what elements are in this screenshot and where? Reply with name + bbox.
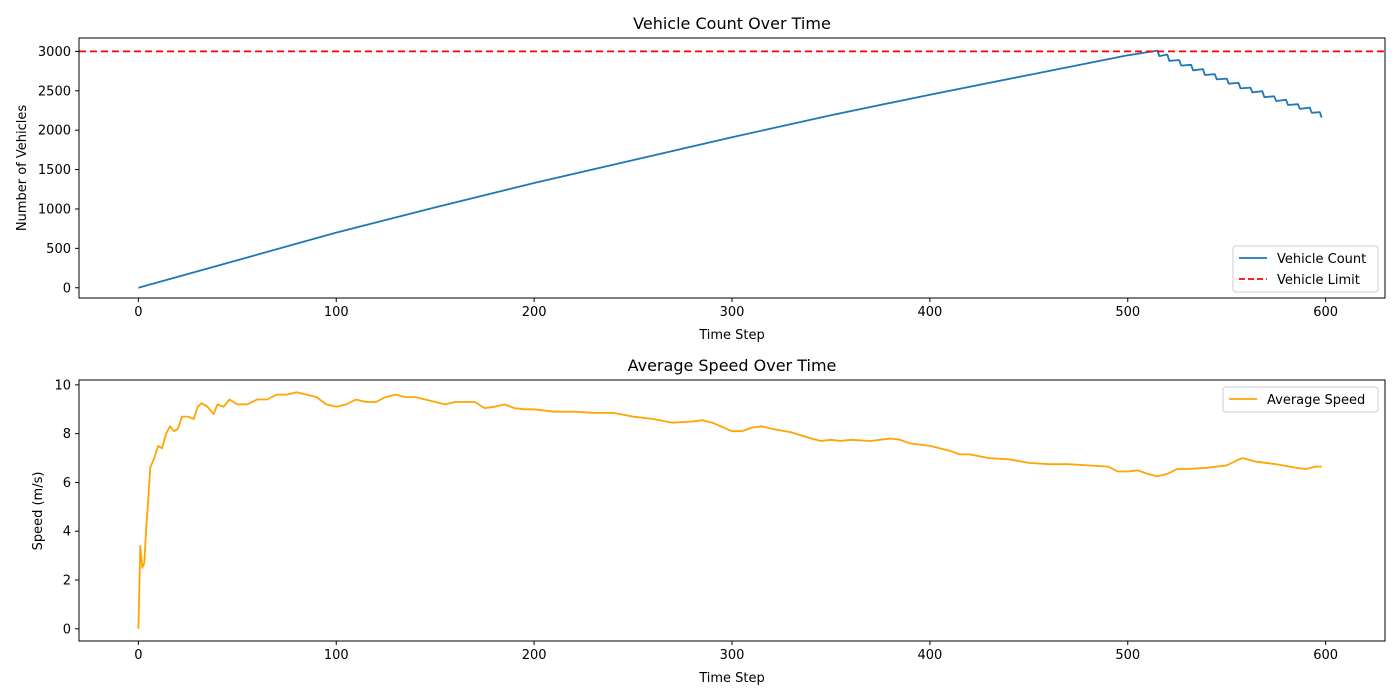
x-tick-label: 500 (1115, 305, 1140, 320)
x-tick-label: 600 (1313, 648, 1338, 663)
y-tick-label: 500 (46, 242, 71, 257)
legend: Vehicle Count Vehicle Limit (1232, 245, 1379, 293)
series-line-average-speed (137, 391, 1322, 629)
y-tick-label: 3000 (38, 45, 71, 60)
legend-box (1222, 386, 1379, 413)
chart-title: Average Speed Over Time (628, 356, 837, 375)
plot-frame (78, 37, 1386, 299)
y-tick-label: 4 (63, 525, 71, 540)
chart-average-speed: Average Speed Over Time Speed (m/s) Time… (31, 356, 1386, 686)
y-tick-label: 0 (63, 281, 71, 296)
y-tick-label: 8 (63, 427, 71, 442)
axis-ticks: 0 100 200 300 400 500 600 0 500 1000 1500 2000 2500 3… (38, 45, 1338, 320)
y-tick-label: 1000 (38, 202, 71, 217)
x-tick-label: 100 (324, 648, 349, 663)
y-tick-label: 6 (63, 476, 71, 491)
x-tick-label: 0 (134, 305, 142, 320)
x-tick-label: 200 (522, 305, 547, 320)
x-tick-label: 600 (1313, 305, 1338, 320)
x-tick-label: 200 (522, 648, 547, 663)
chart-vehicle-count: Vehicle Count Over Time Number of Vehicl… (15, 14, 1386, 343)
x-tick-label: 500 (1115, 648, 1140, 663)
x-axis-label: Time Step (698, 328, 765, 343)
legend-label-vehicle-count: Vehicle Count (1277, 252, 1366, 267)
y-tick-label: 2 (63, 574, 71, 589)
axis-ticks: 0 100 200 300 400 500 600 0 2 4 6 8 10 (54, 378, 1338, 663)
legend: Average Speed (1222, 386, 1379, 413)
plot-area (137, 391, 1322, 629)
y-tick-label: 2000 (38, 124, 71, 139)
chart-title: Vehicle Count Over Time (633, 14, 831, 33)
x-axis-label: Time Step (698, 671, 765, 686)
plot-area (79, 49, 1385, 289)
x-tick-label: 400 (917, 648, 942, 663)
legend-label-average-speed: Average Speed (1267, 393, 1365, 408)
y-axis-label: Speed (m/s) (31, 472, 46, 551)
x-tick-label: 0 (134, 648, 142, 663)
series-line-vehicle-count (138, 49, 1323, 289)
plot-frame (78, 379, 1386, 642)
x-tick-label: 300 (720, 305, 745, 320)
y-axis-label: Number of Vehicles (15, 105, 30, 232)
y-tick-label: 10 (54, 378, 71, 393)
x-tick-label: 300 (720, 648, 745, 663)
y-tick-label: 0 (63, 622, 71, 637)
x-tick-label: 400 (917, 305, 942, 320)
legend-box (1232, 245, 1379, 293)
y-tick-label: 2500 (38, 84, 71, 99)
x-tick-label: 100 (324, 305, 349, 320)
y-tick-label: 1500 (38, 163, 71, 178)
legend-label-vehicle-limit: Vehicle Limit (1277, 273, 1360, 288)
